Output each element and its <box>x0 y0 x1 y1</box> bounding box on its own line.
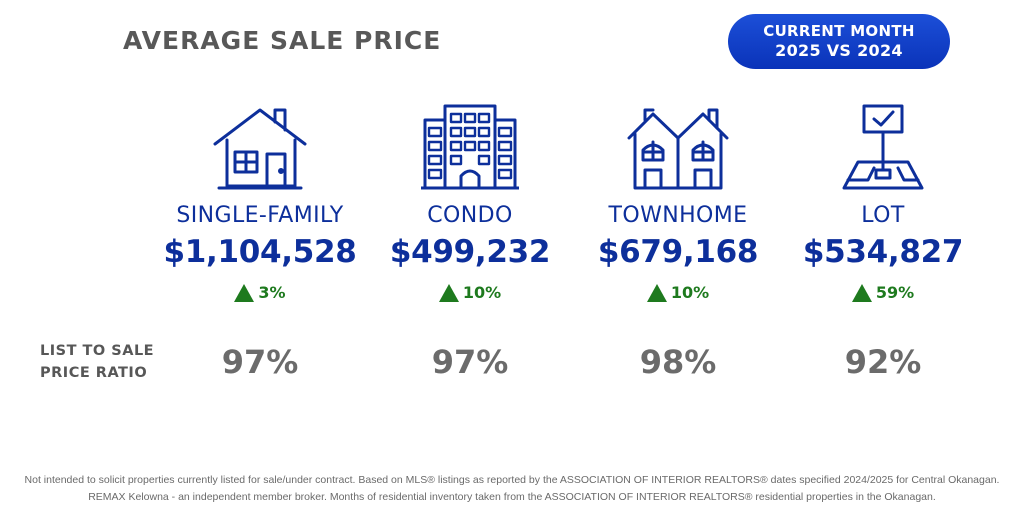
ratio-label-line-2: PRICE RATIO <box>40 365 148 381</box>
price-change: 3% <box>155 283 365 302</box>
category-label: CONDO <box>427 203 513 228</box>
up-arrow-icon <box>851 283 872 302</box>
average-price: $679,168 <box>597 234 759 270</box>
average-price: $534,827 <box>802 234 964 270</box>
up-arrow-icon <box>646 283 667 302</box>
badge-line-2: 2025 VS 2024 <box>775 41 903 60</box>
price-change: 10% <box>365 283 575 302</box>
disclaimer: Not intended to solicit properties curre… <box>0 472 1024 506</box>
badge-line-1: CURRENT MONTH <box>763 22 915 40</box>
price-change: 59% <box>778 283 988 302</box>
category-label: SINGLE-FAMILY <box>176 203 344 228</box>
disclaimer-line-2: REMAX Kelowna - an independent member br… <box>88 491 936 503</box>
sale-price-ratio-condo: 97% <box>431 343 509 381</box>
period-badge: CURRENT MONTH 2025 VS 2024 <box>728 14 950 69</box>
house-icon <box>213 108 307 190</box>
category-townhome: TOWNHOME $679,168 10% <box>573 100 783 302</box>
condo-building-icon <box>421 104 519 190</box>
category-lot: LOT $534,827 59% <box>778 100 988 302</box>
up-arrow-icon <box>234 283 255 302</box>
average-price: $1,104,528 <box>163 234 357 270</box>
change-value: 10% <box>670 283 710 302</box>
sale-price-ratio-townhome: 98% <box>639 343 717 381</box>
lot-sign-icon <box>842 104 924 190</box>
disclaimer-line-1: Not intended to solicit properties curre… <box>24 474 1000 486</box>
sale-price-ratio-single-family: 97% <box>221 343 299 381</box>
change-value: 59% <box>875 283 915 302</box>
category-single-family: SINGLE-FAMILY $1,104,528 3% <box>155 100 365 302</box>
change-value: 10% <box>462 283 502 302</box>
page-title: AVERAGE SALE PRICE <box>123 26 442 55</box>
ratio-row-label: LIST TO SALE PRICE RATIO <box>40 340 170 384</box>
ratio-label-line-1: LIST TO SALE <box>40 343 155 359</box>
price-change: 10% <box>573 283 783 302</box>
average-price: $499,232 <box>389 234 551 270</box>
category-condo: CONDO $499,232 10% <box>365 100 575 302</box>
category-label: LOT <box>861 203 905 228</box>
sale-price-ratio-lot: 92% <box>844 343 922 381</box>
up-arrow-icon <box>438 283 459 302</box>
category-label: TOWNHOME <box>608 203 748 228</box>
townhome-icon <box>627 108 729 190</box>
change-value: 3% <box>258 283 286 302</box>
